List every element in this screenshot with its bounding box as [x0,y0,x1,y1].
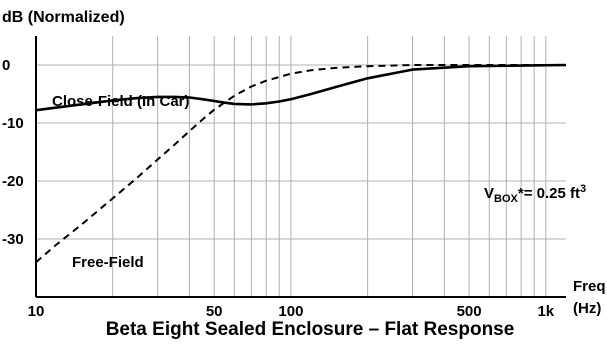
series-layer [35,63,567,263]
y-tick-label: -30 [2,231,24,248]
y-tick-label: 0 [2,57,10,74]
x-tick-label: 10 [28,303,45,320]
vbox-v: V [484,185,494,202]
vbox-annotation: VBOX*= 0.25 ft3 [484,183,586,205]
x-tick-label: 50 [206,303,223,320]
vertical-grid [112,36,547,297]
vbox-superscript: 3 [580,183,586,195]
close-field-label: Close-Field (In Car) [52,93,190,110]
x-tick-label: 1k [537,303,554,320]
x-tick-label: 500 [457,303,482,320]
series-close-field [35,63,567,112]
y-axis-label: dB (Normalized) [2,9,125,26]
x-axis-label-line2: (Hz) [573,300,601,317]
x-tick-label: 100 [278,303,303,320]
x-axis-label-line1: Freq [573,278,606,295]
horizontal-grid [36,64,566,240]
y-tick-label: -10 [2,115,24,132]
series-free-field [35,64,566,263]
x-tick-labels: 10 50 100 500 1k [28,303,555,320]
vbox-subscript: BOX [494,193,519,205]
free-field-label: Free-Field [72,254,144,271]
chart-title: Beta Eight Sealed Enclosure – Flat Respo… [106,319,515,340]
y-tick-label: -20 [2,173,24,190]
y-tick-labels: 0 -10 -20 -30 [2,57,24,248]
vbox-value: *= 0.25 ft [518,185,580,202]
